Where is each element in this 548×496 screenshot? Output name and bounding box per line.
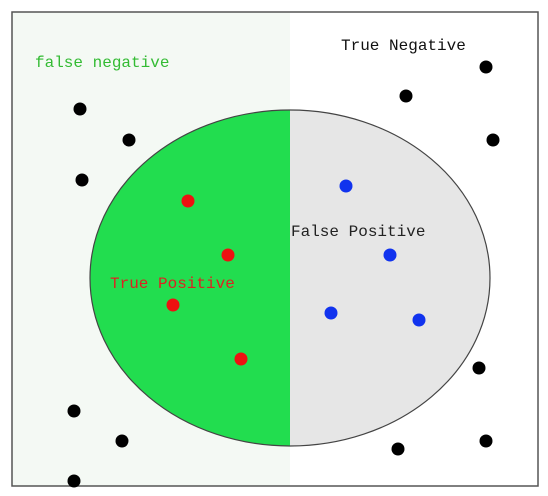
dot <box>399 89 413 103</box>
true-positive-label: True Positive <box>110 275 235 293</box>
dot <box>115 434 129 448</box>
frame <box>11 11 539 487</box>
false-positive-label: False Positive <box>291 223 425 241</box>
ellipse-right <box>290 110 490 446</box>
dot <box>479 60 493 74</box>
dot <box>479 434 493 448</box>
dot <box>234 352 248 366</box>
dot <box>181 194 195 208</box>
dot <box>339 179 353 193</box>
dot <box>324 306 338 320</box>
dot <box>412 313 426 327</box>
dot <box>486 133 500 147</box>
ellipse-outline <box>89 109 491 447</box>
dot <box>67 404 81 418</box>
false-positive-dots <box>324 179 426 327</box>
true-negative-label: True Negative <box>341 37 466 55</box>
dot <box>383 248 397 262</box>
dot <box>391 442 405 456</box>
dot <box>75 173 89 187</box>
dot <box>166 298 180 312</box>
false-negative-label: false negative <box>35 54 169 72</box>
dot <box>221 248 235 262</box>
negative-dots <box>67 60 500 488</box>
dot <box>472 361 486 375</box>
dot <box>67 474 81 488</box>
dot <box>73 102 87 116</box>
dot <box>122 133 136 147</box>
true-positive-dots <box>166 194 248 366</box>
